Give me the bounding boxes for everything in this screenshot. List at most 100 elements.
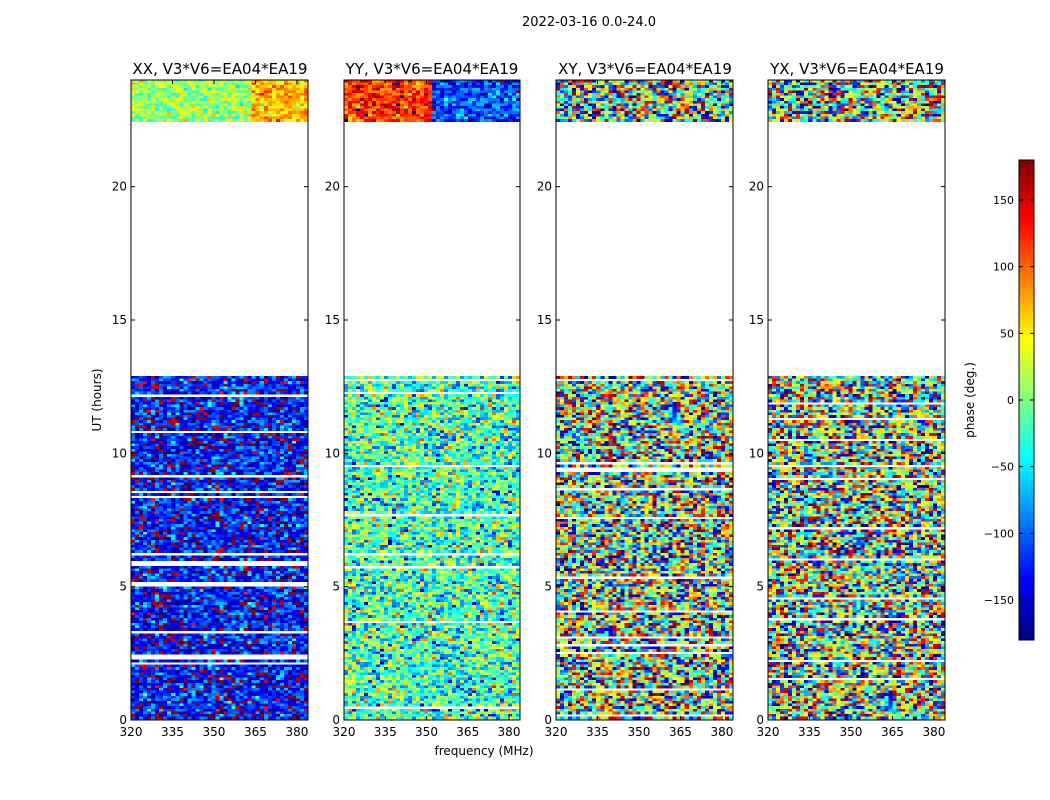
colorbar-segment	[1019, 428, 1034, 432]
colorbar-segment	[1019, 404, 1034, 408]
y-tick-label: 15	[749, 313, 764, 327]
colorbar-segment	[1019, 176, 1034, 180]
colorbar-segment	[1019, 500, 1034, 504]
x-tick-label: 320	[545, 725, 568, 739]
colorbar-segment	[1019, 228, 1034, 232]
panel-title-yy: YY, V3*V6=EA04*EA19	[345, 60, 519, 78]
colorbar-segment	[1019, 160, 1034, 164]
colorbar-tick-label: 100	[993, 261, 1014, 274]
colorbar-segment	[1019, 552, 1034, 556]
colorbar-segment	[1019, 360, 1034, 364]
x-tick-label: 335	[798, 725, 821, 739]
colorbar-tick-label: −150	[984, 594, 1014, 607]
colorbar-segment	[1019, 628, 1034, 632]
y-tick-label: 5	[756, 580, 764, 594]
colorbar-segment	[1019, 492, 1034, 496]
colorbar-segment	[1019, 608, 1034, 612]
y-tick-label: 20	[537, 180, 552, 194]
colorbar-tick-label: −50	[991, 461, 1014, 474]
colorbar-segment	[1019, 568, 1034, 572]
colorbar-segment	[1019, 164, 1034, 168]
phase-heatmap	[556, 80, 733, 720]
colorbar-segment	[1019, 548, 1034, 552]
colorbar-segment	[1019, 532, 1034, 536]
y-tick-label: 10	[325, 446, 340, 460]
colorbar-tick-label: −100	[984, 527, 1014, 540]
x-tick-label: 365	[881, 725, 904, 739]
y-tick-label: 10	[749, 446, 764, 460]
x-tick-label: 380	[710, 725, 733, 739]
colorbar-segment	[1019, 372, 1034, 376]
colorbar-segment	[1019, 504, 1034, 508]
colorbar-segment	[1019, 168, 1034, 172]
y-tick-label: 20	[325, 180, 340, 194]
y-tick-label: 0	[544, 713, 552, 727]
colorbar-segment	[1019, 520, 1034, 524]
colorbar-segment	[1019, 248, 1034, 252]
colorbar-segment	[1019, 408, 1034, 412]
colorbar-segment	[1019, 472, 1034, 476]
y-tick-label: 5	[544, 580, 552, 594]
colorbar-segment	[1019, 516, 1034, 520]
colorbar-segment	[1019, 420, 1034, 424]
y-tick-label: 20	[749, 180, 764, 194]
x-tick-label: 380	[498, 725, 521, 739]
colorbar-segment	[1019, 376, 1034, 380]
colorbar-segment	[1019, 300, 1034, 304]
colorbar-segment	[1019, 244, 1034, 248]
colorbar-segment	[1019, 572, 1034, 576]
y-tick-label: 5	[332, 580, 340, 594]
colorbar-segment	[1019, 188, 1034, 192]
panel-title-xy: XY, V3*V6=EA04*EA19	[558, 60, 732, 78]
colorbar-segment	[1019, 316, 1034, 320]
colorbar-segment	[1019, 480, 1034, 484]
colorbar-segment	[1019, 384, 1034, 388]
colorbar-segment	[1019, 440, 1034, 444]
panel-xx: XX, V3*V6=EA04*EA19 320 335 350 365 38005101…	[112, 60, 309, 739]
colorbar-segment	[1019, 284, 1034, 288]
colorbar-segment	[1019, 620, 1034, 624]
y-tick-label: 15	[112, 313, 127, 327]
colorbar-segment	[1019, 388, 1034, 392]
colorbar-segment	[1019, 172, 1034, 176]
colorbar-segment	[1019, 356, 1034, 360]
colorbar-segment	[1019, 272, 1034, 276]
colorbar-segment	[1019, 276, 1034, 280]
panel-yx: YX, V3*V6=EA04*EA19 320 335 350 365 38005101…	[749, 60, 946, 739]
colorbar-segment	[1019, 560, 1034, 564]
colorbar-segment	[1019, 612, 1034, 616]
colorbar-segment	[1019, 308, 1034, 312]
colorbar-segment	[1019, 288, 1034, 292]
colorbar-segment	[1019, 368, 1034, 372]
colorbar-segment	[1019, 536, 1034, 540]
colorbar-segment	[1019, 200, 1034, 204]
colorbar-segment	[1019, 616, 1034, 620]
colorbar-segment	[1019, 528, 1034, 532]
colorbar-segment	[1019, 484, 1034, 488]
colorbar-segment	[1019, 392, 1034, 396]
colorbar-segment	[1019, 576, 1034, 580]
x-tick-label: 335	[586, 725, 609, 739]
colorbar-segment	[1019, 180, 1034, 184]
colorbar-segment	[1019, 240, 1034, 244]
colorbar-segment	[1019, 312, 1034, 316]
colorbar-segment	[1019, 580, 1034, 584]
colorbar-segment	[1019, 468, 1034, 472]
y-tick-label: 15	[537, 313, 552, 327]
colorbar-segment	[1019, 588, 1034, 592]
phase-heatmap	[131, 80, 308, 720]
x-tick-label: 350	[203, 725, 226, 739]
colorbar-segment	[1019, 328, 1034, 332]
colorbar-segment	[1019, 432, 1034, 436]
y-tick-label: 5	[119, 580, 127, 594]
x-tick-label: 365	[456, 725, 479, 739]
colorbar-segment	[1019, 320, 1034, 324]
colorbar-segment	[1019, 448, 1034, 452]
colorbar-segment	[1019, 476, 1034, 480]
colorbar-segment	[1019, 452, 1034, 456]
colorbar-segment	[1019, 340, 1034, 344]
figure: 2022-03-16 0.0-24.0 XX, V3*V6=EA04*EA19 …	[0, 0, 1050, 800]
colorbar-segment	[1019, 424, 1034, 428]
y-tick-label: 20	[112, 180, 127, 194]
